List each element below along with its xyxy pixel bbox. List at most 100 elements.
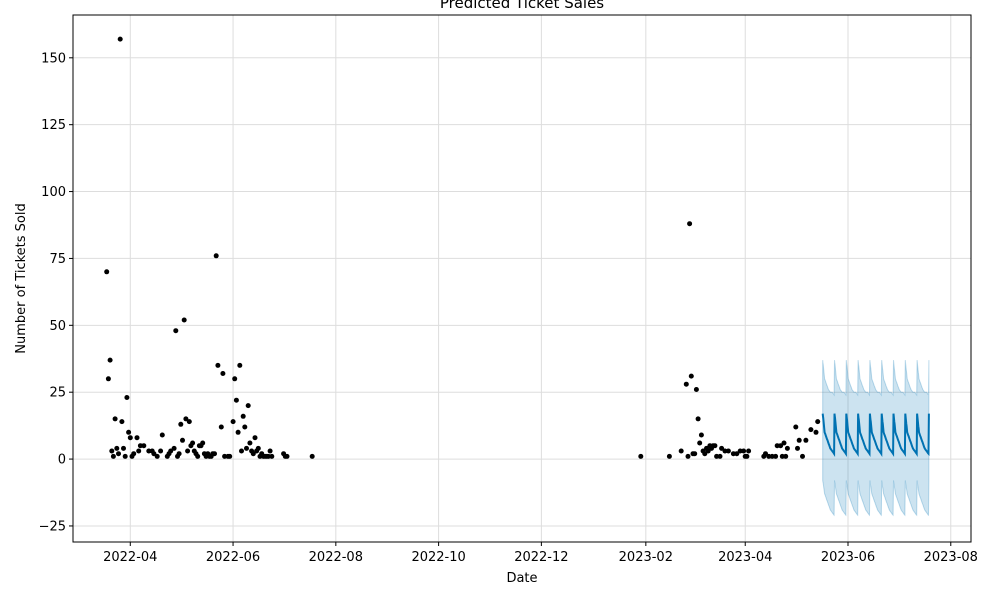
- observed-point: [808, 427, 814, 433]
- y-tick-label: 50: [49, 319, 66, 334]
- observed-point: [235, 429, 241, 435]
- observed-point: [136, 448, 142, 454]
- observed-points: [104, 36, 821, 459]
- observed-point: [778, 443, 784, 449]
- observed-point: [245, 403, 251, 409]
- observed-point: [213, 253, 219, 259]
- x-tick-label: 2022-06: [206, 550, 260, 565]
- y-tick-label: −25: [39, 519, 66, 534]
- observed-point: [176, 451, 182, 457]
- observed-point: [158, 448, 164, 454]
- observed-point: [734, 451, 740, 457]
- observed-point: [784, 445, 790, 451]
- x-axis-label: Date: [506, 571, 537, 586]
- observed-point: [159, 432, 165, 438]
- y-tick-label: 100: [41, 185, 66, 200]
- uncertainty-band: [822, 360, 930, 517]
- observed-point: [687, 221, 693, 227]
- observed-point: [773, 453, 779, 459]
- observed-point: [190, 440, 196, 446]
- observed-point: [181, 317, 187, 323]
- observed-point: [763, 451, 768, 457]
- observed-point: [186, 419, 192, 425]
- y-axis-label: Number of Tickets Sold: [14, 203, 29, 353]
- forecast-yhat-line: [821, 413, 930, 457]
- observed-point: [105, 376, 111, 382]
- y-tick-label: 150: [41, 51, 66, 66]
- observed-point: [171, 445, 177, 451]
- chart-title: Predicted Ticket Sales: [440, 0, 604, 12]
- observed-point: [247, 440, 253, 446]
- x-tick-label: 2023-06: [821, 550, 875, 565]
- observed-point: [110, 453, 116, 459]
- observed-point: [109, 448, 115, 454]
- observed-point: [112, 416, 118, 422]
- observed-point: [638, 453, 644, 459]
- y-tick-label: 0: [58, 453, 66, 468]
- observed-point: [168, 448, 174, 454]
- observed-point: [173, 328, 179, 334]
- y-tick-label: 25: [49, 386, 66, 401]
- observed-point: [242, 424, 248, 430]
- y-axis: −25 0 25 50 75 100 125 150: [39, 51, 73, 534]
- observed-point: [104, 269, 110, 275]
- observed-point: [813, 429, 819, 435]
- observed-point: [697, 440, 703, 446]
- plot-area-frame: [72, 14, 972, 543]
- observed-point: [122, 453, 128, 459]
- observed-point: [195, 453, 201, 459]
- observed-point: [284, 453, 290, 459]
- observed-point: [744, 453, 750, 459]
- observed-point: [237, 362, 243, 368]
- observed-point: [803, 437, 809, 443]
- observed-point: [719, 445, 725, 451]
- observed-point: [230, 419, 236, 425]
- forecast-line: [821, 413, 930, 457]
- observed-point: [666, 453, 672, 459]
- observed-point: [250, 451, 256, 457]
- observed-point: [712, 443, 718, 449]
- observed-point: [741, 448, 747, 454]
- observed-point: [117, 36, 123, 42]
- observed-point: [200, 440, 206, 446]
- y-tick-label: 125: [41, 118, 66, 133]
- observed-point: [781, 440, 787, 446]
- observed-point: [141, 443, 147, 449]
- observed-point: [244, 445, 249, 451]
- y-tick-label: 75: [49, 252, 66, 267]
- observed-point: [800, 453, 805, 459]
- observed-point: [240, 413, 246, 419]
- observed-point: [227, 453, 233, 459]
- observed-point: [692, 451, 698, 457]
- observed-point: [693, 387, 699, 392]
- observed-point: [218, 424, 224, 430]
- x-tick-label: 2022-08: [309, 550, 363, 565]
- observed-point: [212, 451, 217, 457]
- observed-point: [220, 371, 226, 376]
- observed-point: [232, 376, 238, 382]
- observed-point: [683, 381, 689, 387]
- observed-point: [180, 437, 185, 443]
- observed-point: [255, 445, 261, 451]
- observed-point: [233, 397, 239, 403]
- observed-point: [114, 445, 120, 451]
- observed-point: [725, 448, 731, 454]
- grid: [73, 15, 971, 542]
- observed-point: [746, 448, 752, 454]
- observed-point: [252, 435, 258, 441]
- observed-point: [267, 448, 273, 454]
- observed-point: [107, 357, 113, 363]
- observed-point: [124, 395, 130, 400]
- observed-point: [183, 416, 189, 422]
- x-tick-label: 2022-12: [514, 550, 568, 565]
- observed-point: [134, 435, 140, 441]
- observed-point: [702, 451, 708, 457]
- observed-point: [815, 419, 821, 425]
- observed-point: [796, 437, 802, 443]
- observed-point: [119, 419, 125, 425]
- x-tick-label: 2023-04: [718, 550, 772, 565]
- x-tick-label: 2023-02: [619, 550, 673, 565]
- observed-point: [783, 453, 789, 459]
- x-axis: 2022-04 2022-06 2022-08 2022-10 2022-12 2023-…: [103, 542, 978, 565]
